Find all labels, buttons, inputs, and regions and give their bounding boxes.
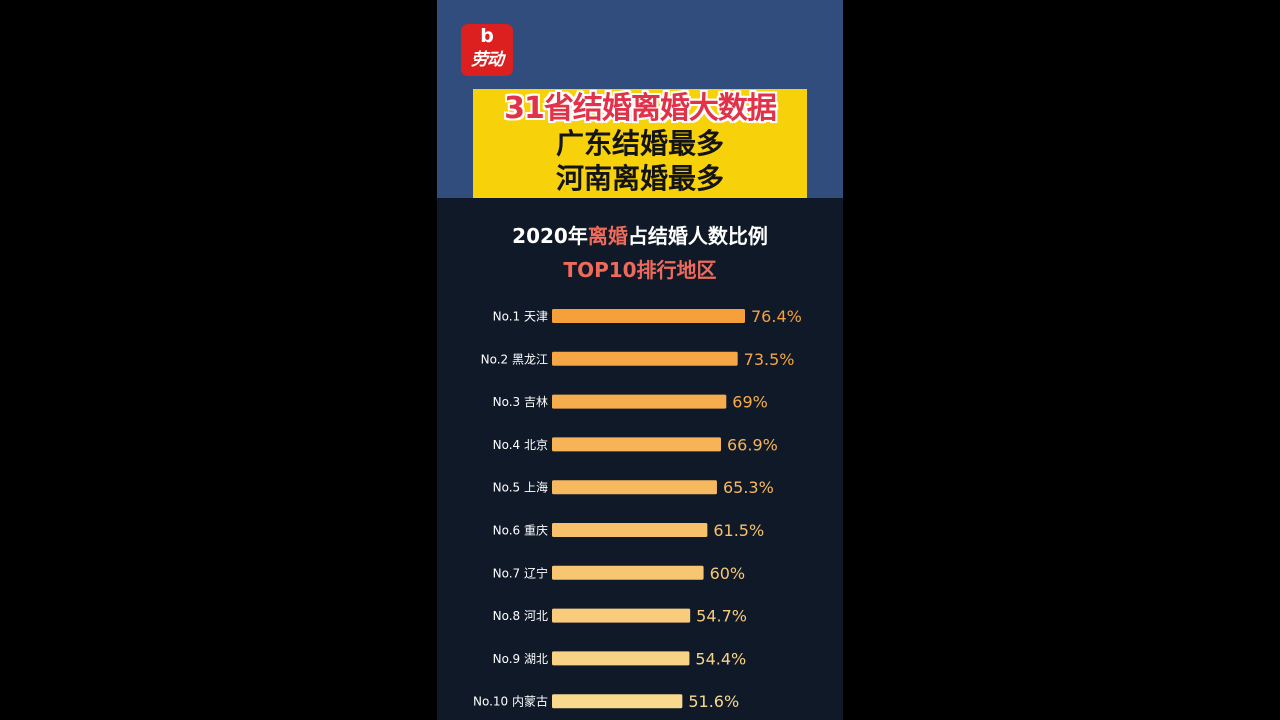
bar-value-label: 60%: [710, 564, 746, 583]
chart-title-prefix: 2020年: [512, 224, 588, 248]
video-frame: b 劳动 31省结婚离婚大数据 广东结婚最多 河南离婚最多 2020年离婚占结婚…: [437, 0, 843, 720]
bar-category-label: No.8 河北: [493, 609, 548, 623]
headline-banner: 31省结婚离婚大数据 广东结婚最多 河南离婚最多: [473, 89, 807, 198]
bar: [552, 523, 708, 537]
bar-category-label: No.6 重庆: [493, 524, 548, 538]
bar: [552, 651, 690, 666]
headline-title: 31省结婚离婚大数据: [504, 91, 777, 126]
bar-category-label: No.10 内蒙古: [473, 694, 548, 709]
logo-mark: b: [480, 25, 494, 47]
bar-value-label: 61.5%: [713, 521, 764, 540]
bar-category-label: No.4 北京: [493, 438, 548, 452]
bar-value-label: 69%: [732, 393, 768, 412]
bar-category-label: No.5 上海: [493, 480, 548, 495]
bar: [552, 565, 704, 580]
bar-chart: No.1 天津 76.4% No.2 黑龙江 73.5% No.3 吉林 69% No.4 …: [473, 307, 802, 711]
bar: [552, 480, 717, 495]
headline-line-guangdong: 广东结婚最多: [555, 127, 724, 160]
chart-title-highlight: 离婚: [587, 224, 628, 248]
bar: [552, 309, 745, 323]
header-area: b 劳动 31省结婚离婚大数据 广东结婚最多 河南离婚最多: [437, 0, 843, 198]
headline-line-henan: 河南离婚最多: [555, 162, 724, 195]
bar: [552, 437, 722, 452]
bar-value-label: 73.5%: [744, 350, 795, 369]
bar: [552, 694, 683, 709]
bar-value-label: 66.9%: [727, 435, 778, 454]
chart-title-suffix: 占结婚人数比例: [627, 224, 768, 248]
bar-value-label: 54.4%: [695, 649, 746, 668]
bar: [552, 394, 727, 409]
bar-category-label: No.2 黑龙江: [481, 352, 548, 366]
bar-category-label: No.3 吉林: [493, 395, 548, 409]
logo-text: 劳动: [471, 50, 504, 70]
bar-value-label: 65.3%: [723, 478, 774, 497]
channel-logo[interactable]: b 劳动: [461, 24, 513, 76]
bar-category-label: No.9 湖北: [493, 651, 548, 666]
bar-value-label: 51.6%: [688, 692, 739, 711]
bar-value-label: 76.4%: [751, 307, 802, 326]
bar-category-label: No.1 天津: [493, 310, 548, 324]
bar-value-label: 54.7%: [696, 607, 747, 626]
bar: [552, 608, 691, 623]
chart-title: 2020年离婚占结婚人数比例: [437, 221, 843, 251]
bar: [552, 351, 738, 366]
bar-category-label: No.7 辽宁: [493, 565, 548, 580]
chart-subtitle: TOP10排行地区: [563, 258, 717, 282]
